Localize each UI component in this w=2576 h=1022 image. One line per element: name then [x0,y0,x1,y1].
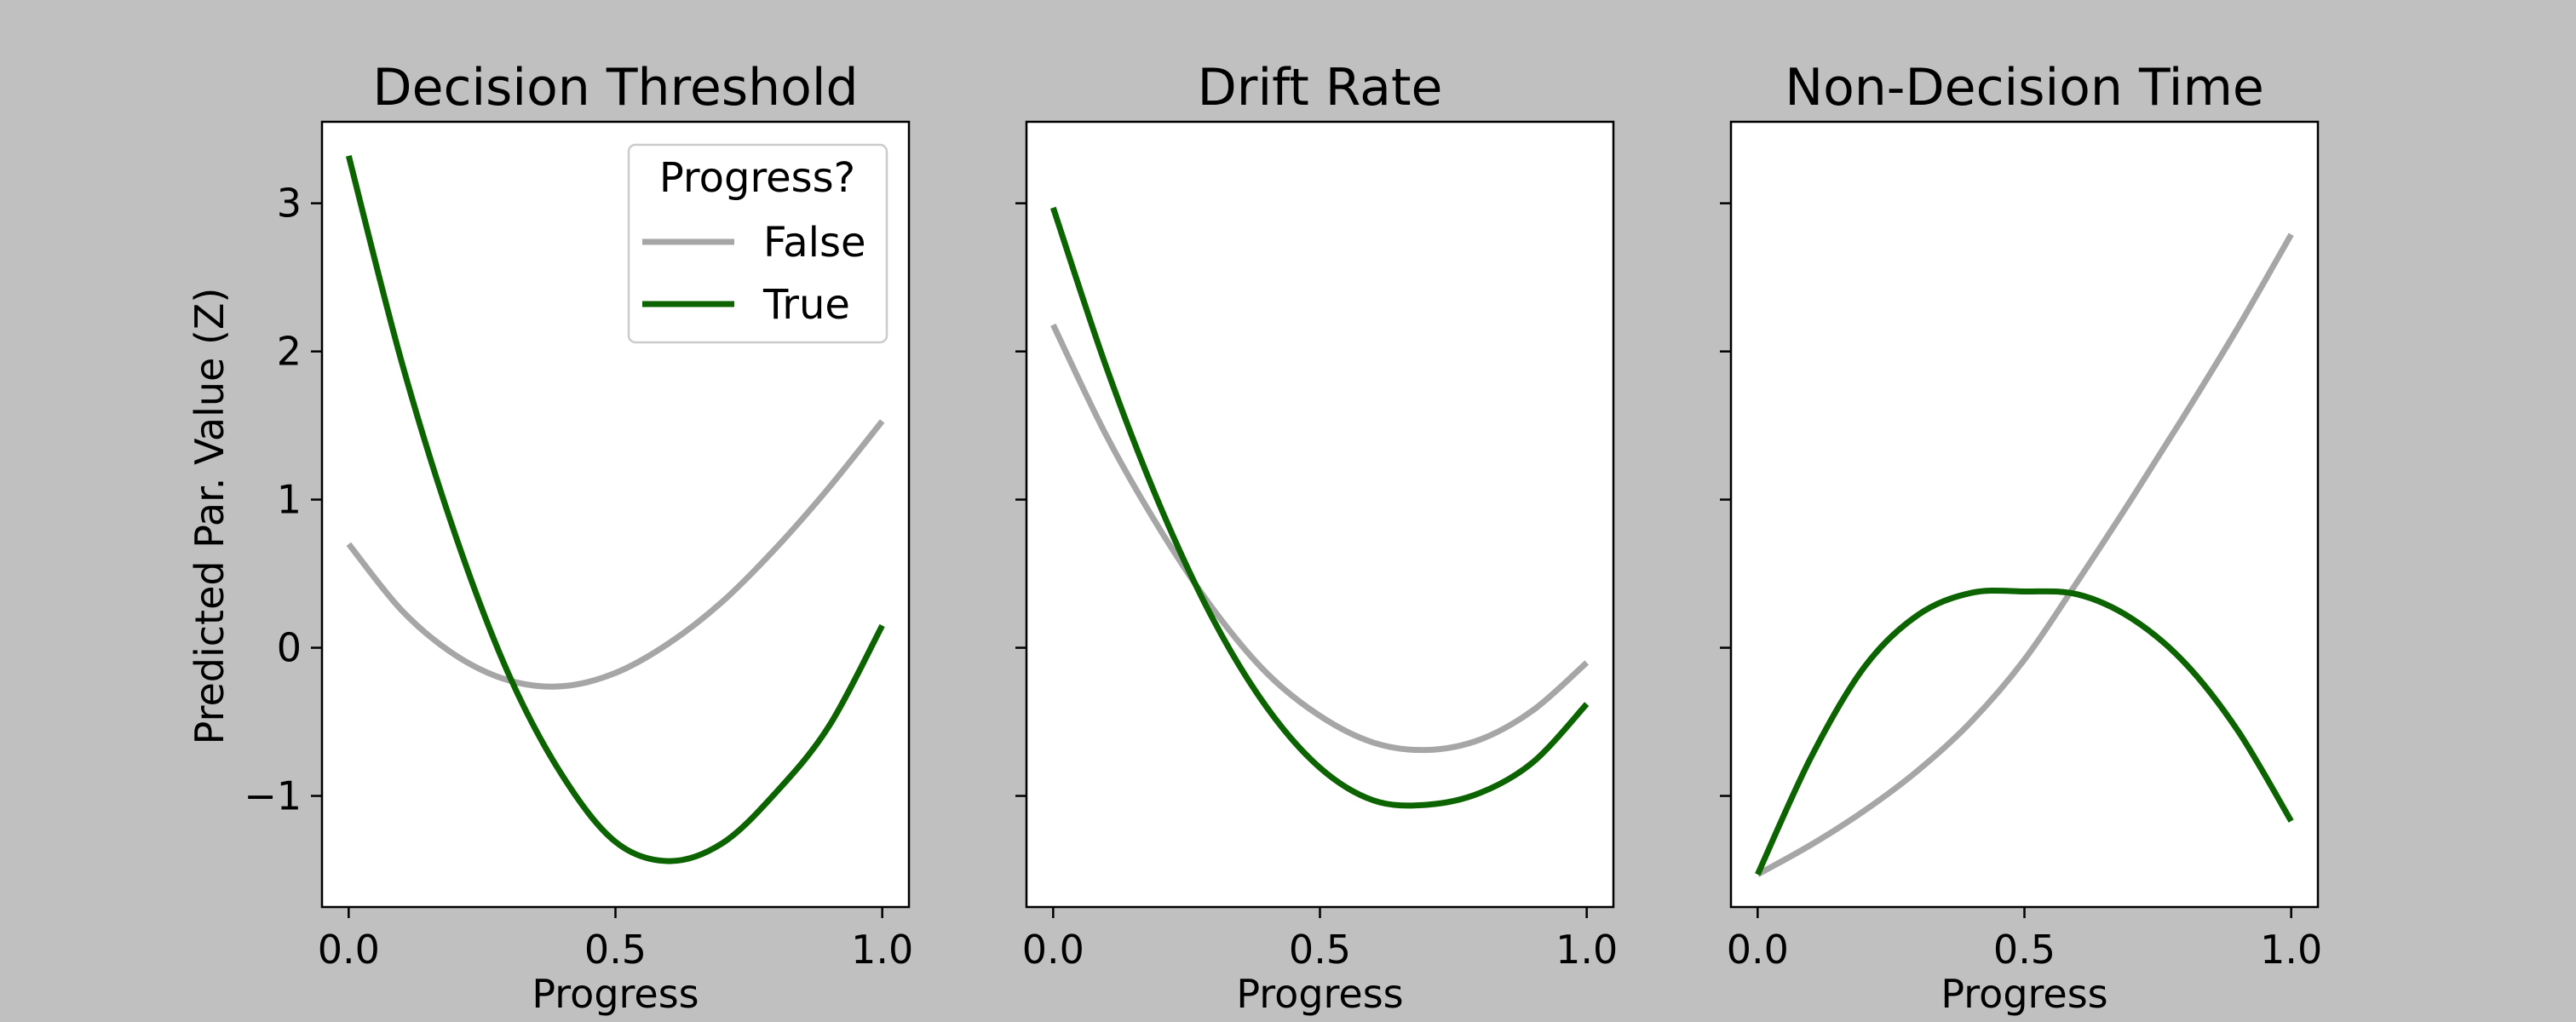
panel-title: Decision Threshold [372,58,858,118]
y-tick-label: −1 [244,773,302,819]
x-tick-label: 0.5 [1289,927,1351,973]
legend-box [627,143,888,344]
y-tick-label: 0 [277,625,302,671]
x-tick-label: 0.5 [584,927,647,973]
plot-area [1731,122,2318,907]
panel-title: Drift Rate [1198,58,1443,118]
series-line-true [345,155,885,864]
series-line-false [1756,233,2294,877]
x-axis-label: Progress [1236,971,1403,1017]
legend: Progress? False True [627,143,888,344]
panel-title: Non-Decision Time [1785,58,2264,118]
plot-area [1026,122,1613,907]
legend-label-false: False [763,219,866,267]
x-tick-label: 0.0 [1727,927,1789,973]
series-line-true [1049,206,1590,809]
x-tick-label: 1.0 [2260,927,2322,973]
legend-label-true: True [762,281,850,329]
legend-title: Progress? [659,154,855,202]
series-line-false [1050,323,1590,754]
x-tick-label: 1.0 [1555,927,1618,973]
y-tick-label: 1 [277,477,302,523]
panels: 0.0 0.5 1.0 −1 0 1 2 3 Decision Threshold Progres… [244,58,2322,1017]
panel-3: 0.0 0.5 1.0 Non-Decision Time Progress [1720,58,2322,1017]
series-line-false [346,419,885,690]
x-axis-label: Progress [532,971,699,1017]
y-tick-label: 3 [277,181,302,227]
x-tick-label: 0.0 [318,927,380,973]
series-line-true [1755,587,2294,876]
panel-2: 0.0 0.5 1.0 Drift Rate Progress [1015,58,1618,1017]
x-tick-label: 0.5 [1993,927,2056,973]
y-tick-label: 2 [277,329,302,375]
x-tick-label: 1.0 [851,927,913,973]
x-axis-label: Progress [1941,971,2107,1017]
y-axis-label: Predicted Par. Value (Z) [187,288,233,745]
x-tick-label: 0.0 [1022,927,1084,973]
